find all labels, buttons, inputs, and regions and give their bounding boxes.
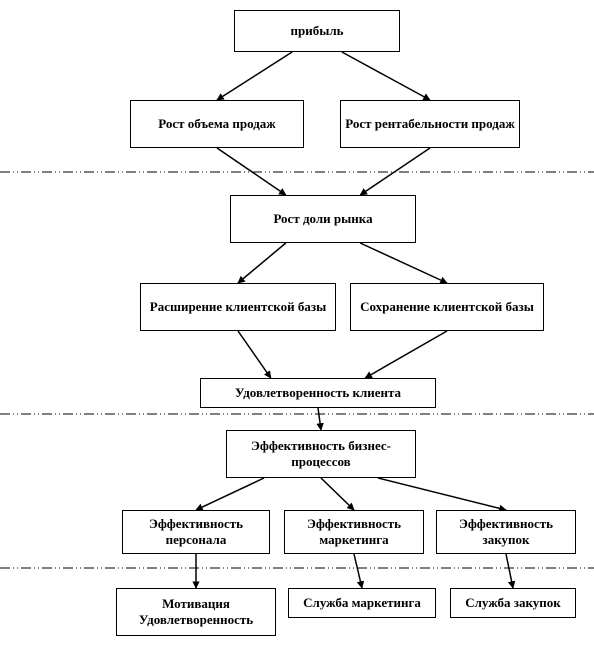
edge-biz-proc-to-eff-procure (378, 478, 506, 510)
node-svc-marketing: Служба маркетинга (288, 588, 436, 618)
node-eff-staff: Эффективность персонала (122, 510, 270, 554)
node-label: прибыль (290, 23, 343, 39)
node-label: Рост доли рынка (273, 211, 372, 227)
node-label: Эффективность бизнес-процессов (231, 438, 411, 470)
node-label: Рост объема продаж (158, 116, 275, 132)
node-label: Мотивация Удовлетворенность (121, 596, 271, 628)
node-label: Рост рентабельности продаж (345, 116, 515, 132)
node-label: Эффективность персонала (127, 516, 265, 548)
node-eff-marketing: Эффективность маркетинга (284, 510, 424, 554)
node-label: Сохранение клиентской базы (360, 299, 534, 315)
edge-profit-to-sales-growth (217, 52, 292, 100)
node-retain-base: Сохранение клиентской базы (350, 283, 544, 331)
edge-sales-growth-to-market-share (217, 148, 286, 195)
edge-profit-to-margin-growth (342, 52, 430, 100)
node-label: Служба маркетинга (303, 595, 421, 611)
edge-expand-base-to-cust-sat (238, 331, 271, 378)
edge-biz-proc-to-eff-marketing (321, 478, 354, 510)
diagram-stage: прибыль Рост объема продаж Рост рентабельн… (0, 0, 594, 654)
node-label: Удовлетворенность клиента (235, 385, 401, 401)
node-label: Эффективность маркетинга (289, 516, 419, 548)
node-eff-procure: Эффективность закупок (436, 510, 576, 554)
edge-eff-procure-to-svc-procure (506, 554, 513, 588)
node-svc-procure: Служба закупок (450, 588, 576, 618)
edge-biz-proc-to-eff-staff (196, 478, 264, 510)
node-biz-proc: Эффективность бизнес-процессов (226, 430, 416, 478)
node-cust-sat: Удовлетворенность клиента (200, 378, 436, 408)
node-label: Служба закупок (465, 595, 561, 611)
edge-market-share-to-expand-base (238, 243, 286, 283)
node-expand-base: Расширение клиентской базы (140, 283, 336, 331)
node-label: Эффективность закупок (441, 516, 571, 548)
edge-eff-marketing-to-svc-marketing (354, 554, 362, 588)
edge-margin-growth-to-market-share (360, 148, 430, 195)
node-market-share: Рост доли рынка (230, 195, 416, 243)
edge-market-share-to-retain-base (360, 243, 447, 283)
node-sales-growth: Рост объема продаж (130, 100, 304, 148)
edge-retain-base-to-cust-sat (365, 331, 447, 378)
node-label: Расширение клиентской базы (150, 299, 326, 315)
edge-cust-sat-to-biz-proc (318, 408, 321, 430)
node-profit: прибыль (234, 10, 400, 52)
node-motivation: Мотивация Удовлетворенность (116, 588, 276, 636)
node-margin-growth: Рост рентабельности продаж (340, 100, 520, 148)
